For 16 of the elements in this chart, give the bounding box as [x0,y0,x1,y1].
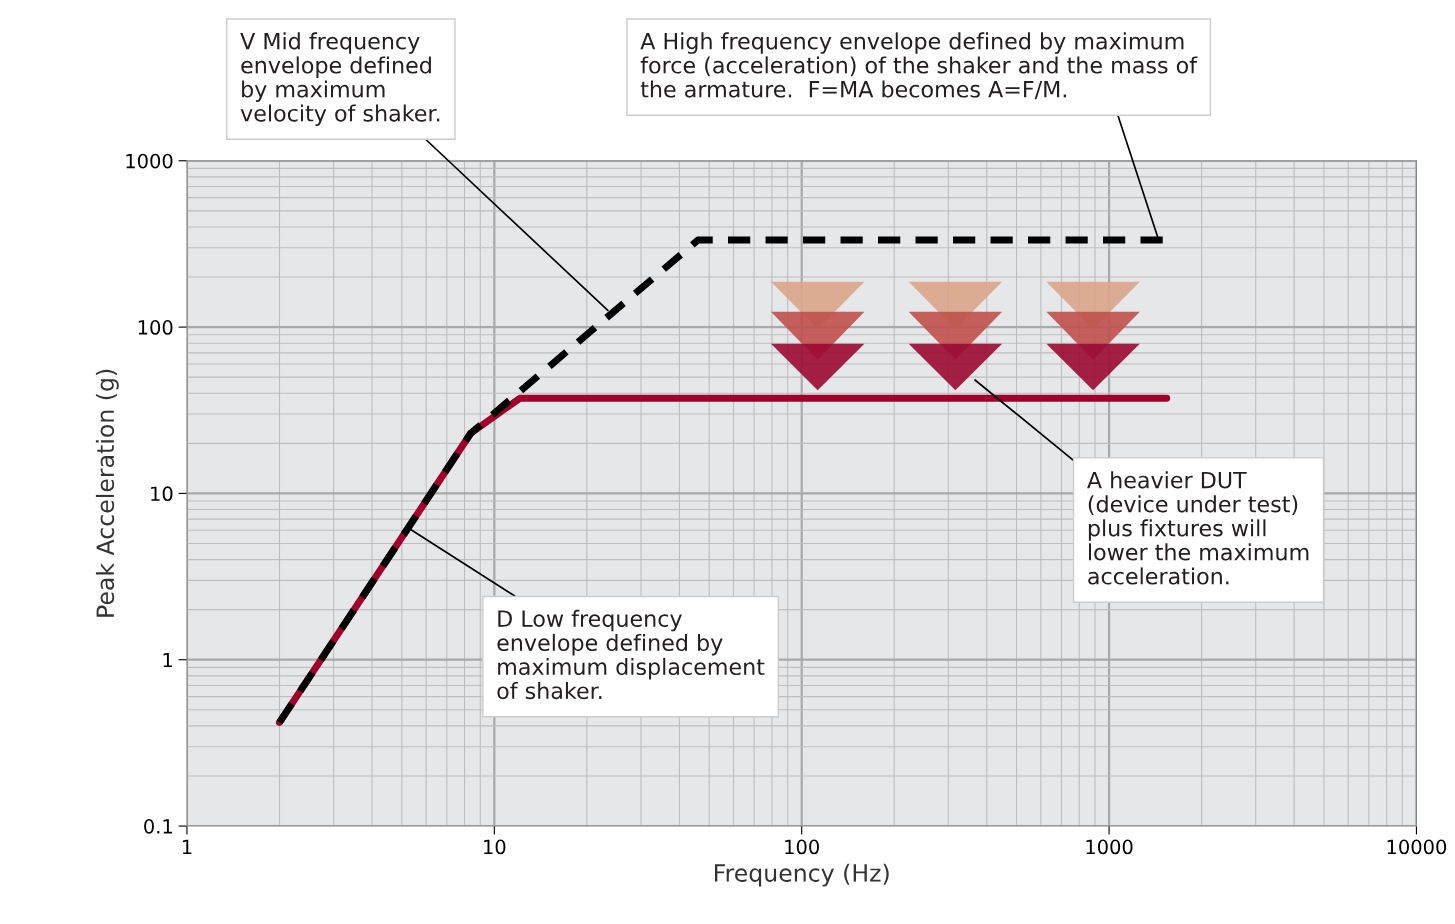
y-tick-label: 10 [151,486,173,502]
y-axis-title: Peak Acceleration (g) [95,369,119,617]
y-tick-label: 1 [163,652,172,668]
annotation: V Mid frequency envelope defined by maximum velocity of shaker. [240,32,440,126]
x-axis-title: Frequency (Hz) [715,863,889,887]
x-tick-label: 100 [785,839,819,855]
annotation: A High frequency envelope defined by maximum force (acceleration) of the shaker and the mass of the armature. F=MA becomes A=F/M. [640,32,1198,100]
x-tick-label: 10000 [1387,839,1447,855]
x-tick-label: 10 [484,839,506,855]
x-tick-label: 1000 [1086,839,1133,855]
y-tick-label: 1000 [126,153,173,169]
y-tick-label: 0.1 [144,819,172,834]
annotation: A heavier DUT (device under test) plus fixtures will lower the maximum acceleration. [1087,471,1309,585]
annotation: D Low frequency envelope defined by maximum displacement of shaker. [497,609,765,700]
y-tick-label: 100 [138,320,173,335]
x-tick-label: 1 [182,839,192,855]
